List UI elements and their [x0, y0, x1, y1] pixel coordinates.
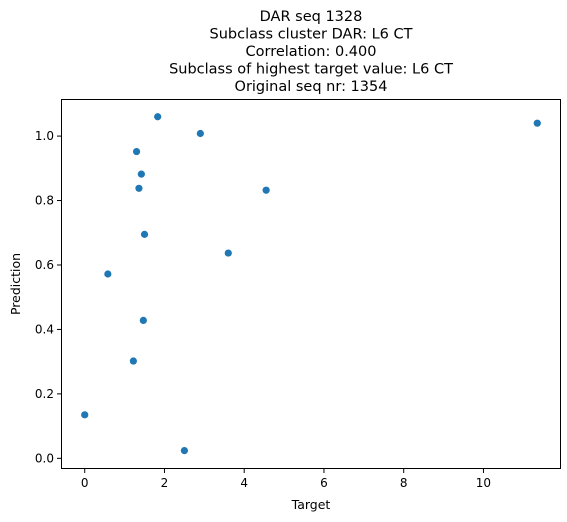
x-tick-label-4: 8	[400, 476, 408, 490]
x-tick-label-1: 2	[161, 476, 169, 490]
scatter-point-7	[139, 316, 147, 325]
y-axis-label: Prediction	[8, 253, 23, 315]
y-tick-label-4: 0.8	[35, 194, 54, 208]
scatter-point-3	[129, 357, 137, 365]
scatter-point-1	[81, 411, 89, 419]
scatter-point-9	[154, 113, 162, 121]
scatter-point-11	[196, 129, 204, 138]
y-tick-label-0: 0.0	[35, 451, 54, 465]
scatter-point-6	[137, 170, 145, 178]
y-tick-label-2: 0.4	[35, 322, 54, 336]
x-axis-ticks: 0 2 4 6 8 10	[81, 468, 491, 490]
scatter-point-4	[132, 147, 141, 156]
chart-title: DAR seq 1328 Subclass cluster DAR: L6 CT…	[169, 9, 453, 95]
x-tick-label-0: 0	[81, 476, 89, 490]
scatter-points	[81, 113, 541, 455]
y-tick-label-5: 1.0	[35, 129, 54, 143]
plot-area-frame	[61, 99, 561, 469]
x-tick-label-2: 4	[240, 476, 248, 490]
x-tick-label-3: 6	[320, 476, 328, 490]
title-line-5: Original seq nr: 1354	[235, 79, 388, 95]
title-line-3: Correlation: 0.400	[246, 44, 377, 60]
title-line-4: Subclass of highest target value: L6 CT	[169, 62, 453, 78]
y-tick-label-3: 0.6	[35, 258, 54, 272]
scatter-point-10	[180, 447, 189, 455]
x-tick-label-5: 10	[476, 476, 491, 490]
scatter-point-13	[262, 186, 270, 194]
scatter-point-12	[224, 249, 232, 257]
x-axis-label: Target	[291, 497, 331, 512]
y-axis-ticks: 0.0 0.2 0.4 0.6 0.8 1.0	[35, 129, 62, 465]
title-line-2: Subclass cluster DAR: L6 CT	[210, 27, 413, 43]
scatter-point-8	[140, 230, 149, 238]
scatter-point-14	[533, 119, 541, 127]
title-line-1: DAR seq 1328	[260, 9, 363, 25]
scatter-point-5	[135, 184, 143, 192]
scatter-point-2	[104, 270, 112, 278]
y-tick-label-1: 0.2	[35, 387, 54, 401]
